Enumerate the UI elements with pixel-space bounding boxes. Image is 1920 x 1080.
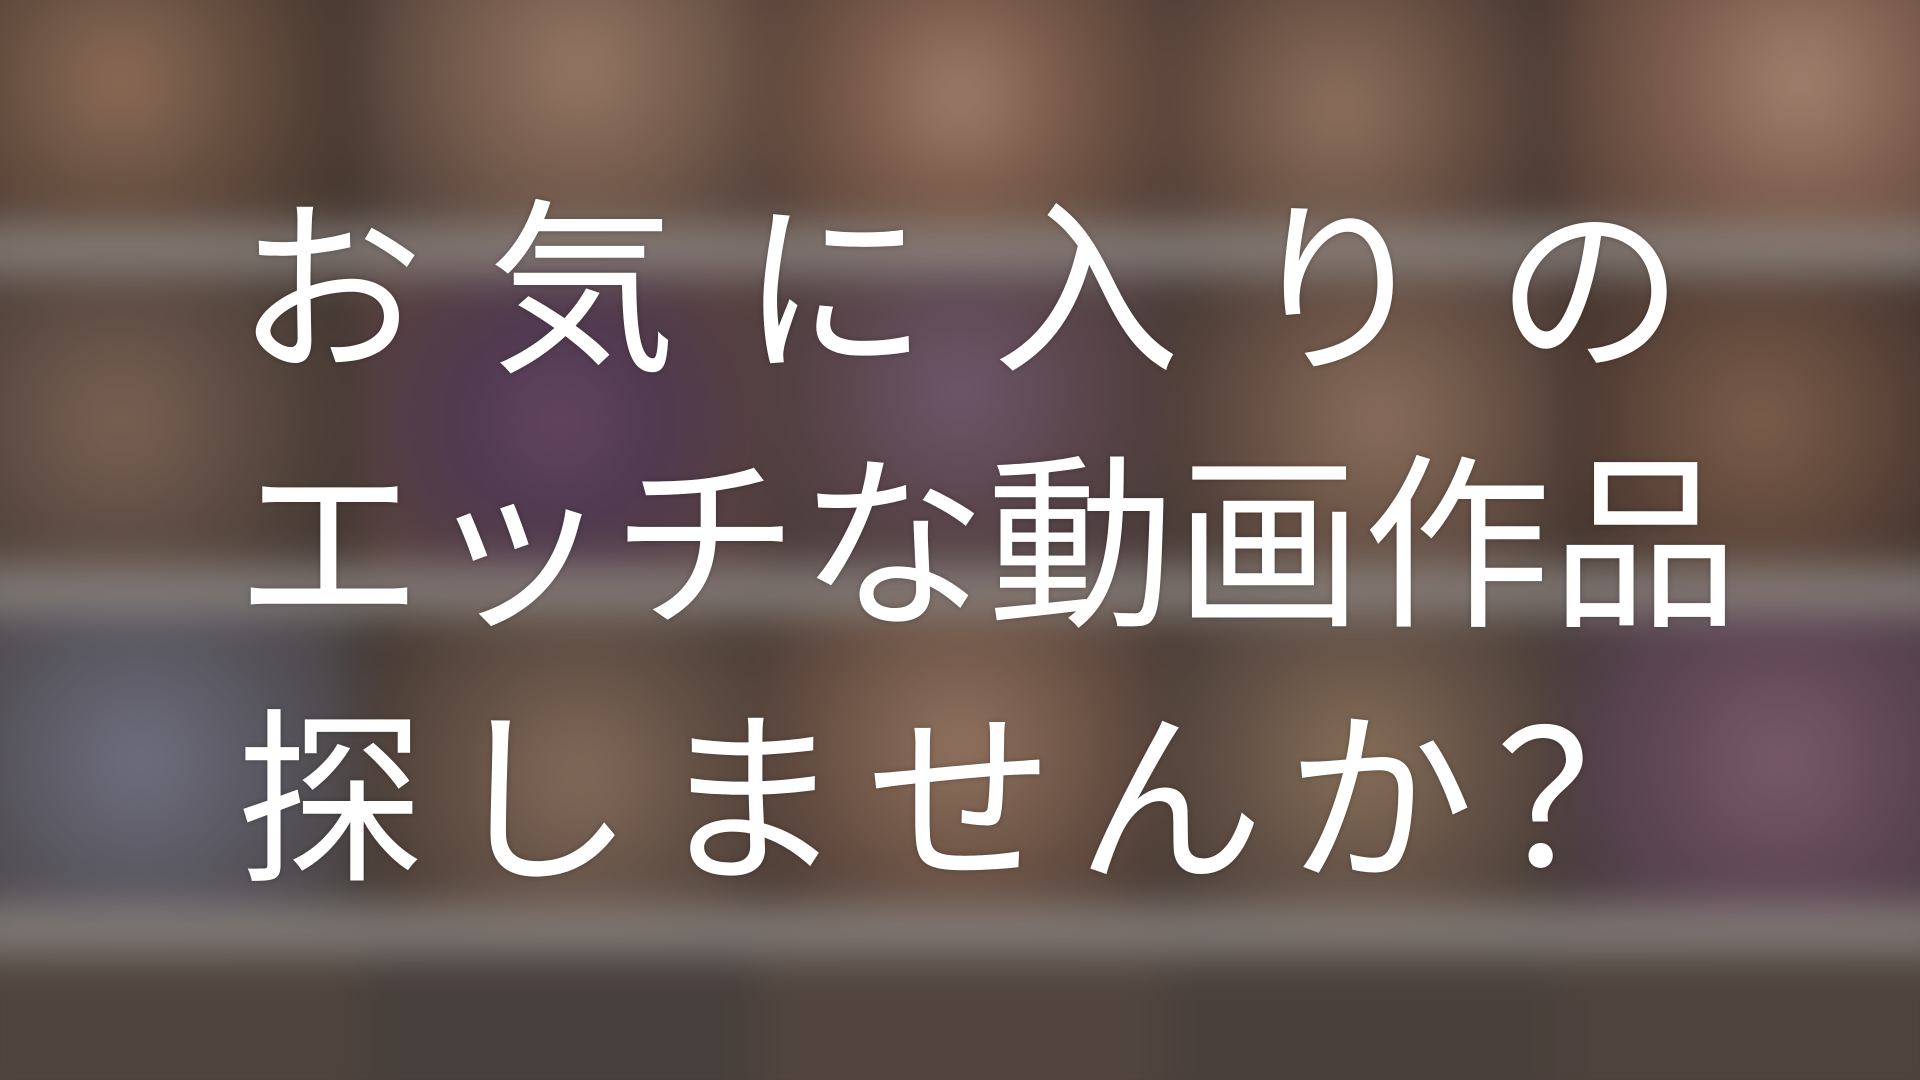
headline-char: チ <box>611 437 799 657</box>
thumbnail <box>0 0 360 230</box>
thumbnail <box>1560 950 1920 1080</box>
headline-char: か <box>1286 692 1474 912</box>
headline-char: ？ <box>1496 692 1684 912</box>
thumbnail <box>1560 0 1920 230</box>
thumbnail <box>360 950 760 1080</box>
thumbnail <box>760 610 1160 910</box>
thumbnail <box>1160 610 1560 910</box>
headline-char: せ <box>866 692 1054 912</box>
thumbnail <box>1160 0 1560 230</box>
headline-char: 探 <box>236 692 424 912</box>
shelf-divider <box>0 230 1920 270</box>
headline-char: 作 <box>1363 437 1551 657</box>
headline-char: に <box>740 182 928 402</box>
headline: お 気 に 入 り の エ ッ チ な 動 画 作 品 探 し ま せ ん か … <box>235 165 1739 930</box>
thumbnail <box>0 610 360 910</box>
thumbnail <box>760 950 1160 1080</box>
thumbnail <box>360 270 760 570</box>
headline-char: 気 <box>488 182 676 402</box>
thumbnail <box>360 610 760 910</box>
thumbnail <box>1160 950 1560 1080</box>
thumbnail <box>0 270 360 570</box>
headline-char: 品 <box>1551 437 1739 657</box>
thumbnail <box>1160 270 1560 570</box>
headline-char: ん <box>1076 692 1264 912</box>
headline-line-1: お 気 に 入 り の <box>235 165 1685 420</box>
thumbnail <box>0 950 360 1080</box>
thumbnail <box>360 0 760 230</box>
headline-line-3: 探 し ま せ ん か ？ <box>235 675 1685 930</box>
headline-char: お <box>236 182 424 402</box>
headline-char: 入 <box>992 182 1180 402</box>
thumbnail <box>760 0 1160 230</box>
headline-char: り <box>1244 182 1432 402</box>
headline-char: し <box>446 692 634 912</box>
headline-char: な <box>799 437 987 657</box>
headline-char: 画 <box>1175 437 1363 657</box>
headline-char: ま <box>656 692 844 912</box>
thumbnail <box>760 270 1160 570</box>
headline-char: 動 <box>987 437 1175 657</box>
headline-char: の <box>1496 182 1684 402</box>
headline-char: エ <box>235 437 423 657</box>
headline-char: ッ <box>423 437 611 657</box>
thumbnail <box>1560 270 1920 570</box>
shelf-divider <box>0 910 1920 950</box>
shelf-divider <box>0 570 1920 610</box>
thumbnail <box>1560 610 1920 910</box>
headline-line-2: エ ッ チ な 動 画 作 品 <box>235 420 1739 675</box>
